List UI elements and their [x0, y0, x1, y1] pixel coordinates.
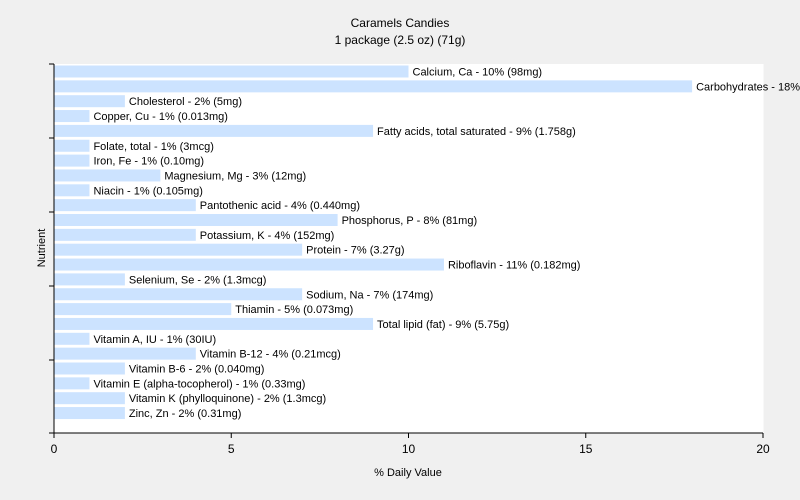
bar-11 [54, 228, 196, 241]
y-axis-title: Nutrient [36, 229, 48, 268]
bar-label-7: Magnesium, Mg - 3% (12mg) [164, 170, 306, 182]
bar-2 [54, 95, 125, 108]
bar-21 [54, 377, 90, 390]
bar-19 [54, 347, 196, 360]
bar-label-20: Vitamin B-6 - 2% (0.040mg) [129, 364, 265, 376]
bar-1 [54, 80, 693, 93]
bar-5 [54, 139, 90, 152]
bar-label-0: Calcium, Ca - 10% (98mg) [413, 67, 543, 79]
bar-label-19: Vitamin B-12 - 4% (0.21mcg) [200, 349, 341, 361]
bar-0 [54, 65, 409, 78]
bar-label-6: Iron, Fe - 1% (0.10mg) [93, 156, 204, 168]
bar-label-1: Carbohydrates - 18% (54.67g) [696, 81, 800, 93]
x-tick-label-2: 10 [402, 442, 416, 456]
bar-label-10: Phosphorus, P - 8% (81mg) [342, 215, 478, 227]
bar-label-14: Selenium, Se - 2% (1.3mcg) [129, 274, 267, 286]
bars [54, 65, 693, 420]
bar-labels: Calcium, Ca - 10% (98mg) Carbohydrates - … [93, 67, 800, 421]
bar-label-18: Vitamin A, IU - 1% (30IU) [93, 334, 216, 346]
bar-label-12: Protein - 7% (3.27g) [306, 245, 404, 257]
bar-label-15: Sodium, Na - 7% (174mg) [306, 289, 433, 301]
bar-label-13: Riboflavin - 11% (0.182mg) [448, 260, 580, 272]
bar-label-8: Niacin - 1% (0.105mg) [93, 185, 202, 197]
bar-label-23: Zinc, Zn - 2% (0.31mg) [129, 408, 241, 420]
bar-label-17: Total lipid (fat) - 9% (5.75g) [377, 319, 509, 331]
bar-4 [54, 124, 374, 137]
bar-label-4: Fatty acids, total saturated - 9% (1.758… [377, 126, 576, 138]
bar-10 [54, 214, 338, 226]
bar-14 [54, 273, 125, 286]
chart-title: Caramels Candies [351, 16, 450, 30]
bar-label-5: Folate, total - 1% (3mcg) [93, 141, 213, 153]
bar-8 [54, 184, 90, 197]
bar-label-2: Cholesterol - 2% (5mg) [129, 96, 242, 108]
bar-label-9: Pantothenic acid - 4% (0.440mg) [200, 200, 360, 212]
axes: 0 5 10 15 20 [49, 63, 770, 456]
bar-7 [54, 169, 161, 182]
x-tick-label-3: 15 [579, 442, 593, 456]
bar-15 [54, 288, 303, 301]
x-axis-title: % Daily Value [374, 467, 442, 479]
bar-9 [54, 199, 196, 212]
bar-label-22: Vitamin K (phylloquinone) - 2% (1.3mcg) [129, 393, 326, 405]
bar-17 [54, 317, 374, 330]
bar-label-16: Thiamin - 5% (0.073mg) [235, 304, 353, 316]
bar-12 [54, 243, 303, 256]
chart-subtitle: 1 package (2.5 oz) (71g) [335, 33, 466, 47]
bar-3 [54, 110, 90, 123]
bar-label-11: Potassium, K - 4% (152mg) [200, 230, 334, 242]
x-tick-label-1: 5 [228, 442, 235, 456]
bar-label-3: Copper, Cu - 1% (0.013mg) [93, 111, 228, 123]
x-tick-label-4: 20 [756, 442, 770, 456]
bar-label-21: Vitamin E (alpha-tocopherol) - 1% (0.33m… [93, 378, 305, 390]
bar-18 [54, 332, 90, 345]
bar-20 [54, 362, 125, 375]
bar-23 [54, 407, 125, 420]
bar-16 [54, 303, 232, 316]
bar-22 [54, 392, 125, 405]
x-tick-label-0: 0 [51, 442, 58, 456]
bar-13 [54, 258, 444, 271]
bar-6 [54, 154, 90, 167]
